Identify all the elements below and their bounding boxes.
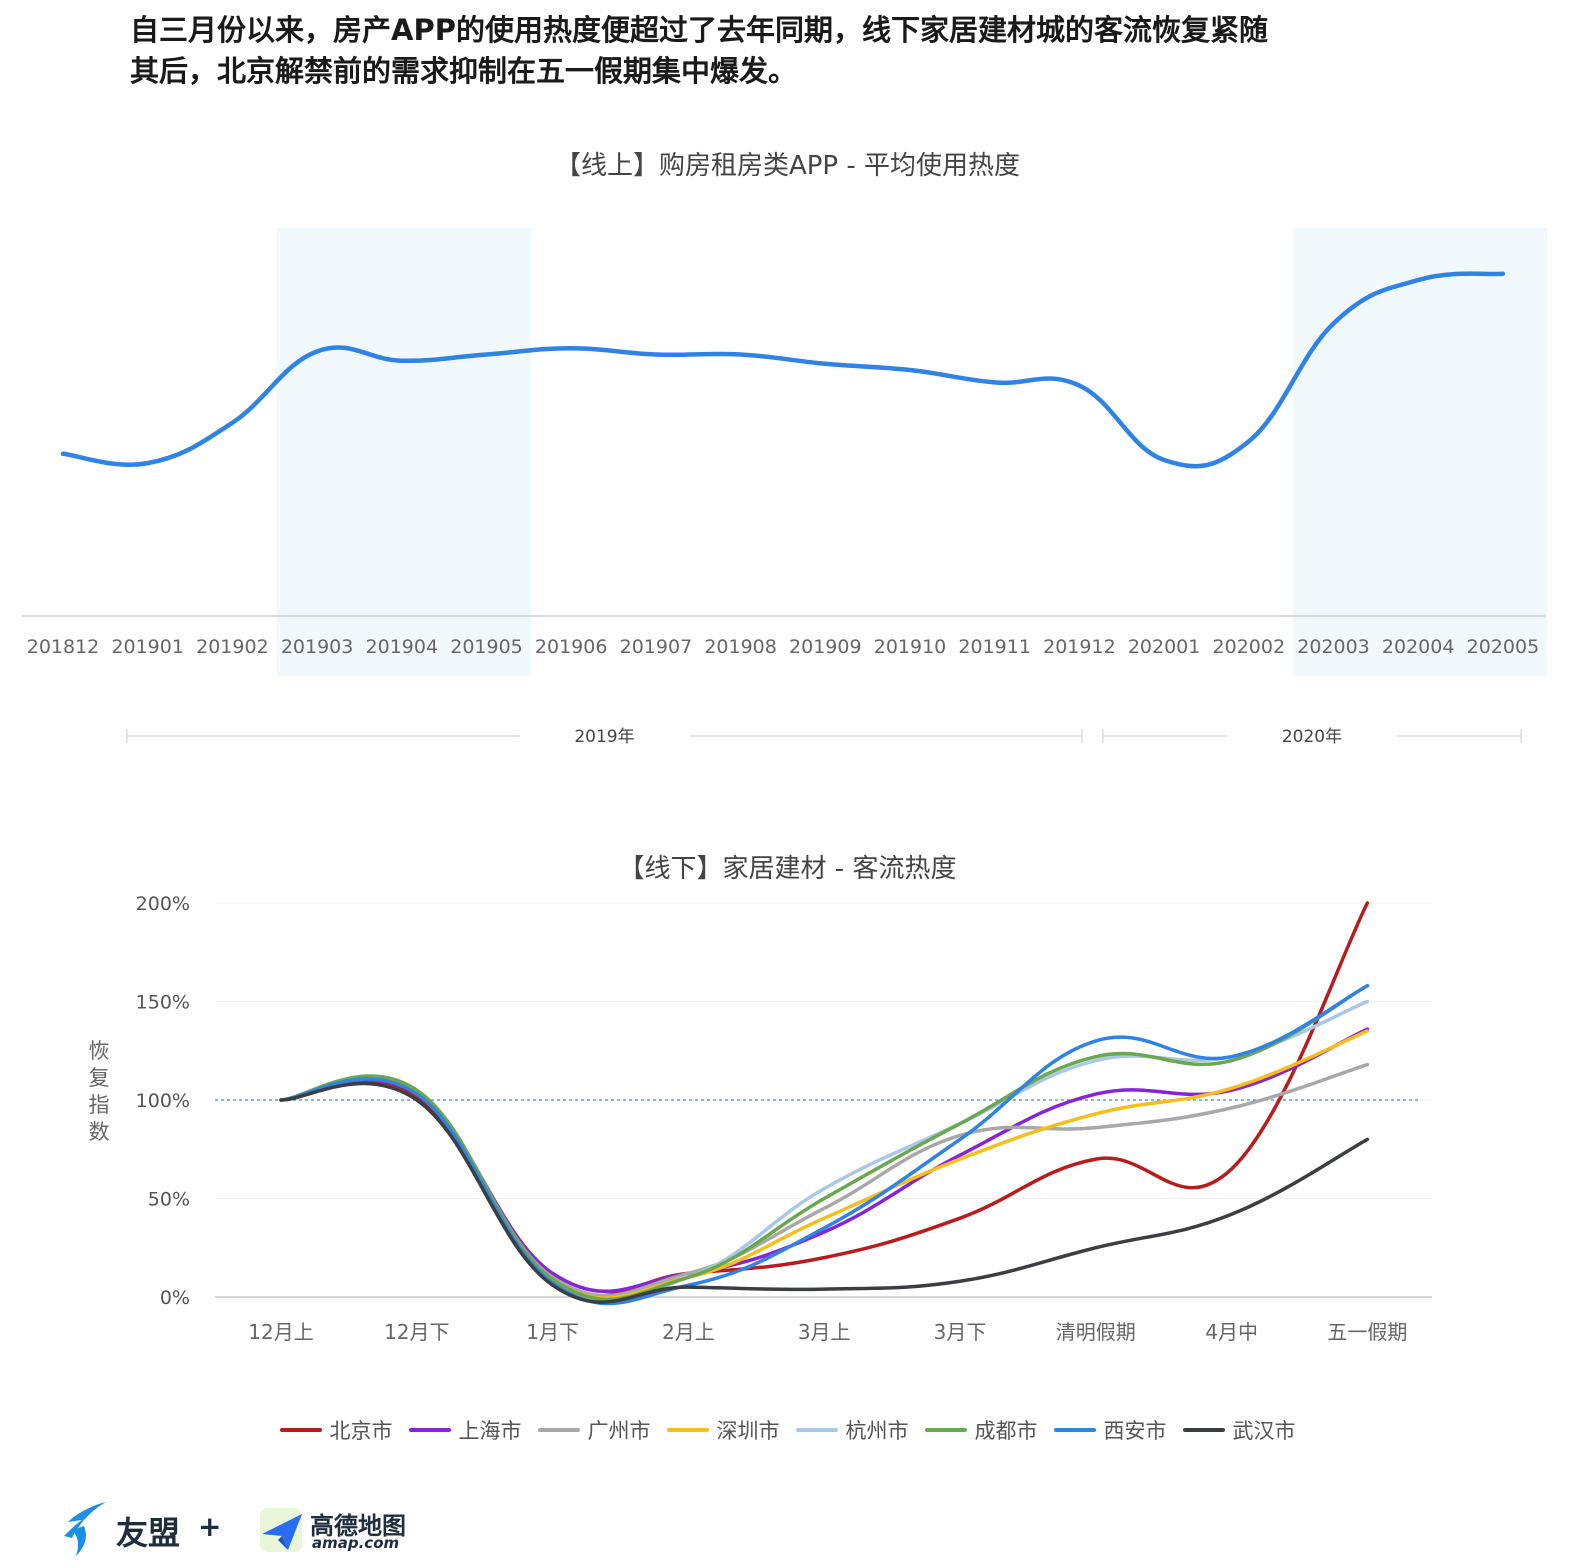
legend-swatch: [279, 1428, 322, 1432]
year-group-label: 2019年: [574, 727, 634, 747]
legend-swatch: [1182, 1428, 1225, 1432]
legend-label: 北京市: [329, 1419, 393, 1443]
legend-swatch: [408, 1428, 451, 1432]
online-x-tick-label: 202002: [1213, 636, 1286, 658]
legend-item: 武汉市: [1182, 1415, 1296, 1445]
footer-logos: 友盟 + 高德地图 amap.com: [62, 1500, 462, 1560]
headline-line-2: 其后，北京解禁前的需求抑制在五一假期集中爆发。: [130, 54, 798, 88]
umeng-bird-icon: [64, 1502, 106, 1556]
online-heat-line: [60, 271, 1506, 469]
offline-x-tick-label: 3月下: [934, 1320, 987, 1344]
highlight-band-2: [1293, 228, 1548, 676]
offline-x-tick-label: 4月中: [1205, 1320, 1258, 1344]
online-x-tick-label: 201902: [196, 636, 269, 658]
year-group-label: 2020年: [1282, 727, 1342, 747]
online-x-tick-label: 201812: [27, 636, 100, 658]
online-x-tick-label: 202001: [1128, 636, 1201, 658]
legend-item: 广州市: [537, 1415, 651, 1445]
y-axis-label-char: 数: [88, 1120, 110, 1144]
legend-item: 上海市: [408, 1415, 522, 1445]
amap-logo-text: 高德地图: [310, 1512, 406, 1540]
online-x-tick-label: 201909: [789, 636, 862, 658]
legend-label: 武汉市: [1232, 1419, 1296, 1443]
online-x-tick-label: 201901: [111, 636, 184, 658]
legend-item: 西安市: [1053, 1415, 1167, 1445]
legend-label: 深圳市: [716, 1419, 780, 1443]
offline-y-tick-label: 100%: [136, 1090, 190, 1112]
headline-line-1: 自三月份以来，房产APP的使用热度便超过了去年同期，线下家居建材城的客流恢复紧随: [130, 13, 1268, 47]
online-x-tick-label: 201904: [366, 636, 439, 658]
y-axis-label-char: 恢: [88, 1039, 110, 1063]
legend-swatch: [1053, 1428, 1096, 1432]
legend-label: 成都市: [974, 1419, 1038, 1443]
offline-y-tick-label: 0%: [160, 1287, 190, 1309]
legend-label: 杭州市: [845, 1419, 909, 1443]
headline: 自三月份以来，房产APP的使用热度便超过了去年同期，线下家居建材城的客流恢复紧随…: [130, 10, 1420, 92]
offline-x-tick-label: 五一假期: [1327, 1320, 1407, 1344]
umeng-logo-text: 友盟: [116, 1514, 181, 1552]
legend-item: 杭州市: [795, 1415, 909, 1445]
online-x-tick-label: 201911: [958, 636, 1031, 658]
legend-swatch: [924, 1428, 967, 1432]
online-x-tick-label: 202003: [1297, 636, 1370, 658]
online-x-tick-label: 201908: [704, 636, 777, 658]
amap-logo-subtext: amap.com: [312, 1534, 400, 1552]
series-line-西安市: [279, 983, 1370, 1306]
online-x-tick-label: 201903: [281, 636, 354, 658]
series-line-广州市: [279, 1062, 1370, 1298]
series-line-上海市: [279, 1027, 1370, 1294]
legend-item: 深圳市: [666, 1415, 780, 1445]
online-x-tick-label: 201912: [1043, 636, 1116, 658]
series-line-成都市: [279, 983, 1370, 1302]
offline-y-tick-label: 50%: [148, 1189, 190, 1211]
y-axis-label-char: 复: [88, 1066, 110, 1090]
legend-label: 广州市: [587, 1419, 651, 1443]
amap-logo-icon: [260, 1508, 302, 1552]
offline-y-tick-label: 200%: [136, 893, 190, 915]
online-x-tick-label: 202005: [1467, 636, 1540, 658]
y-axis-label-char: 指: [88, 1093, 110, 1117]
offline-x-tick-label: 1月下: [526, 1320, 579, 1344]
offline-traffic-chart: 0% 50% 100% 150% 200% 12月上 12月下 1月下 2月上 3月上 3月下 清明假…: [136, 893, 1432, 1344]
legend-item: 成都市: [924, 1415, 1038, 1445]
offline-x-tick-label: 清明假期: [1056, 1320, 1136, 1344]
online-x-tick-label: 201910: [874, 636, 947, 658]
offline-chart-legend: 北京市 上海市 广州市 深圳市 杭州市 成都市 西安市 武汉市: [0, 1415, 1575, 1445]
online-x-tick-label: 201907: [620, 636, 693, 658]
legend-swatch: [666, 1428, 709, 1432]
offline-x-tick-label: 12月下: [384, 1320, 449, 1344]
highlight-band-1: [276, 228, 531, 676]
offline-x-tick-label: 2月上: [662, 1320, 715, 1344]
legend-label: 上海市: [458, 1419, 522, 1443]
offline-x-tick-label: 12月上: [248, 1320, 313, 1344]
legend-item: 北京市: [279, 1415, 393, 1445]
legend-swatch: [537, 1428, 580, 1432]
offline-y-tick-label: 150%: [136, 992, 190, 1014]
legend-swatch: [795, 1428, 838, 1432]
online-chart-title: 【线上】购房租房类APP - 平均使用热度: [554, 151, 1021, 181]
legend-label: 西安市: [1103, 1419, 1167, 1443]
umeng-plus-mark: +: [198, 1510, 222, 1543]
series-line-武汉市: [279, 1081, 1370, 1304]
offline-x-tick-label: 3月上: [798, 1320, 851, 1344]
online-x-tick-label: 201905: [450, 636, 523, 658]
online-x-tick-label: 201906: [535, 636, 608, 658]
online-x-tick-label: 202004: [1382, 636, 1455, 658]
offline-chart-title: 【线下】家居建材 - 客流热度: [618, 854, 957, 884]
offline-y-axis-label: 恢复指数: [84, 1038, 114, 1146]
online-app-heat-chart: 201812 201901 201902 201903 201904 201905 2019…: [22, 228, 1548, 747]
